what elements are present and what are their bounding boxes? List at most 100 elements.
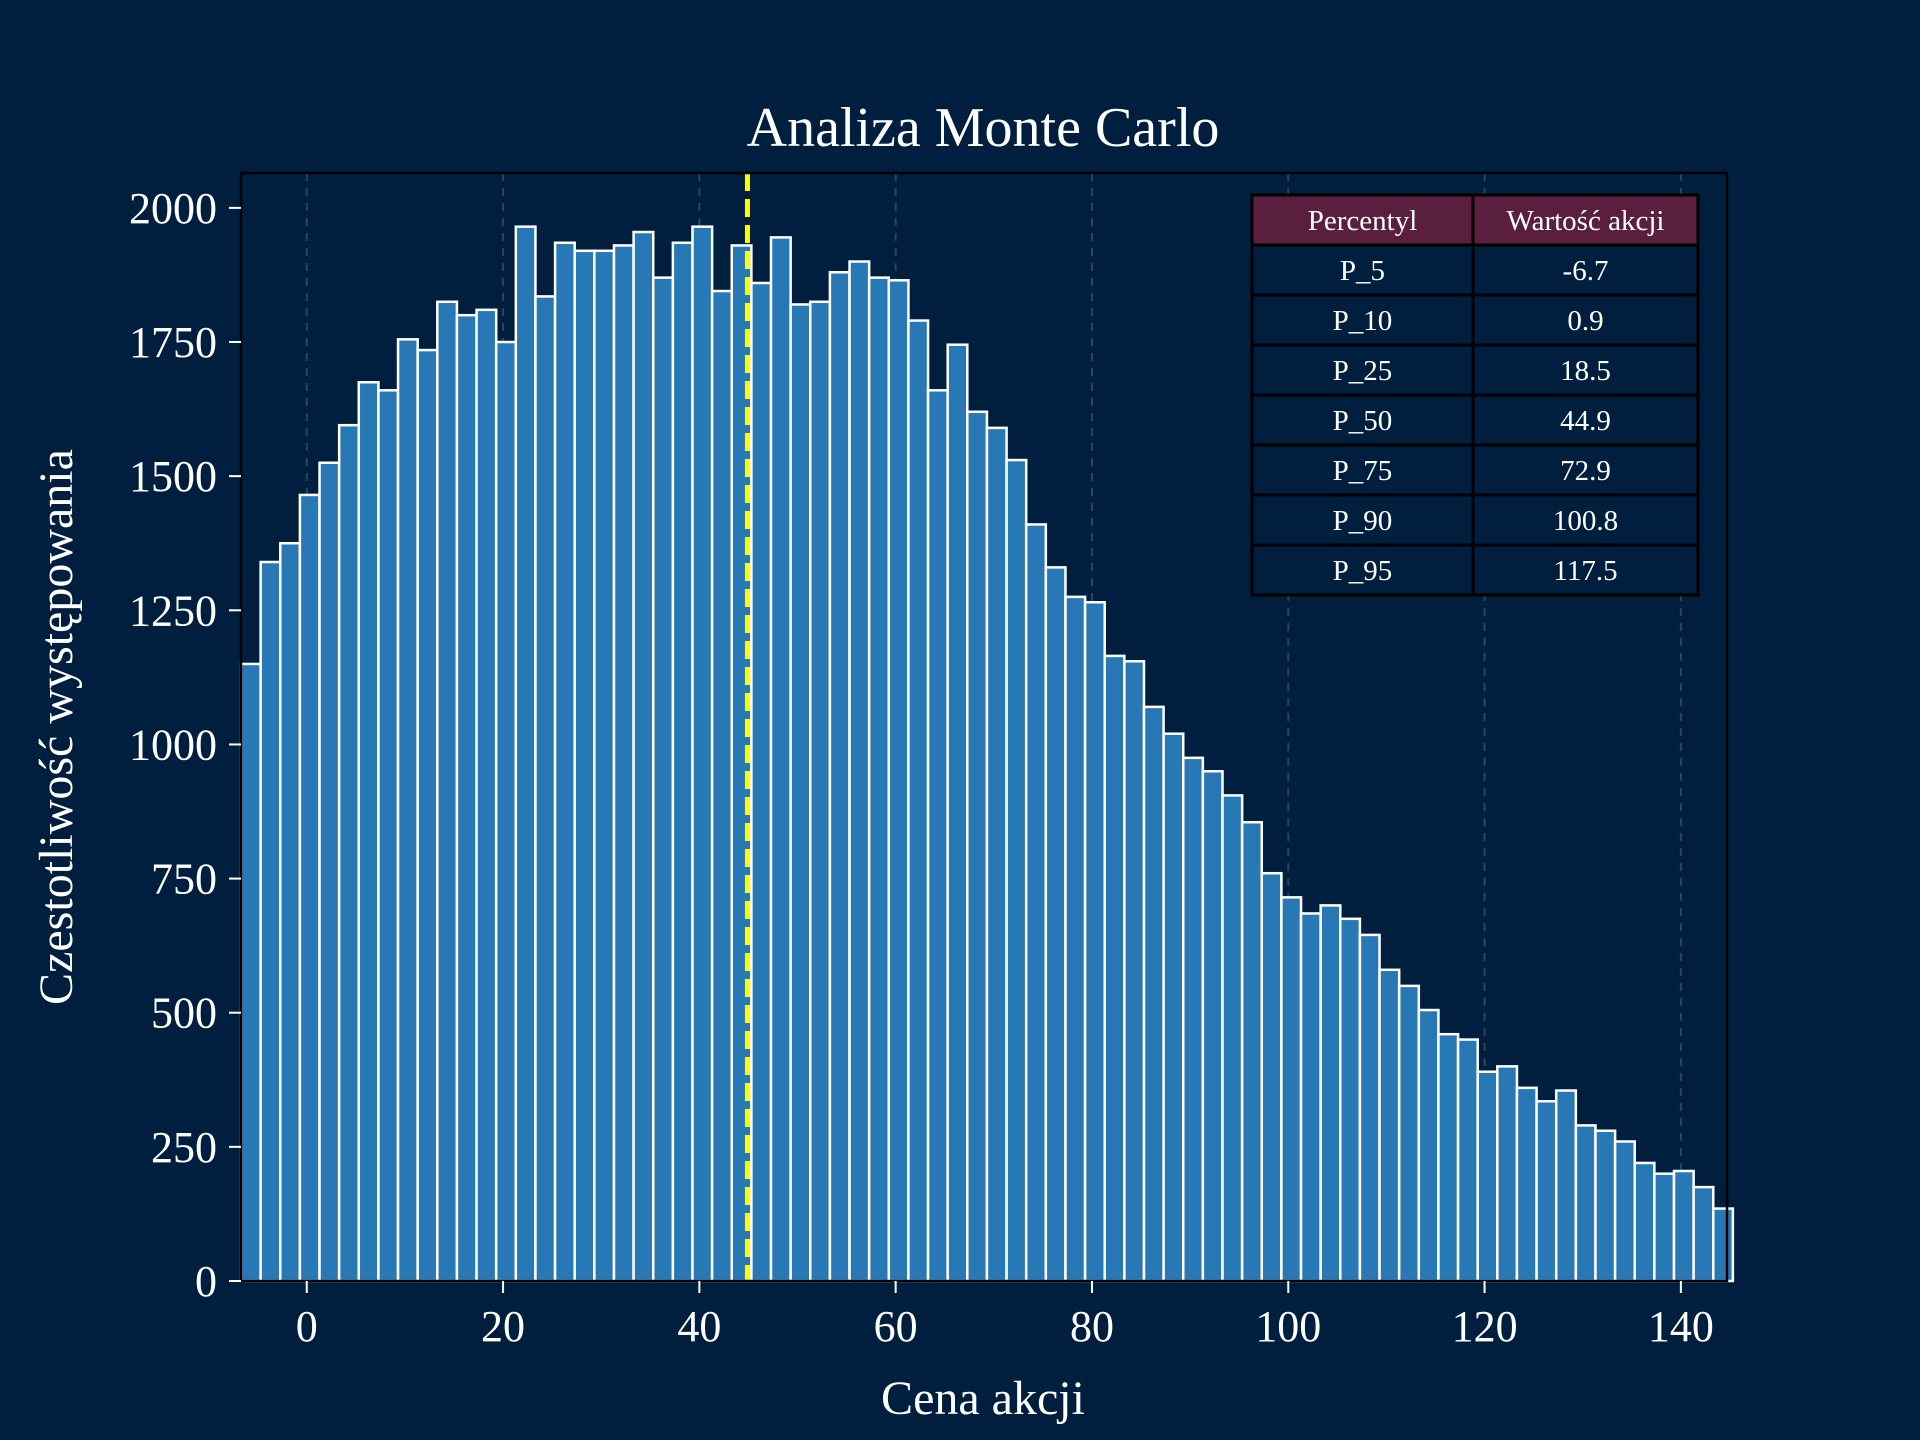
- table-cell-text-3-0: P_25: [1333, 355, 1393, 387]
- histogram-bar-55: [1319, 904, 1342, 1283]
- table-cell-text-5-0: P_75: [1333, 455, 1393, 487]
- table-cell-6-0: [1250, 493, 1475, 547]
- histogram-bar-47: [1162, 732, 1185, 1283]
- table-cell-text-1-1: -6.7: [1563, 255, 1609, 287]
- histogram-bar-29: [809, 300, 832, 1283]
- y-tick-label-6: 1500: [129, 452, 217, 501]
- histogram-bar-1: [259, 560, 282, 1283]
- table-cell-text-4-0: P_50: [1333, 405, 1393, 437]
- histogram-bar-35: [926, 389, 949, 1283]
- chart-title: Analiza Monte Carlo: [747, 97, 1220, 159]
- x-tick-label-4: 80: [1070, 1302, 1114, 1351]
- histogram-bar-20: [632, 230, 655, 1283]
- x-tick-label-2: 40: [677, 1302, 721, 1351]
- x-tick-label-0: 0: [296, 1302, 318, 1351]
- table-cell-5-0: [1250, 443, 1475, 497]
- histogram-bar-43: [1083, 600, 1106, 1283]
- histogram-bar-73: [1672, 1169, 1695, 1283]
- histogram-bar-46: [1142, 705, 1165, 1283]
- histogram-bar-10: [436, 300, 459, 1283]
- histogram-bar-19: [612, 244, 635, 1283]
- histogram-bar-4: [318, 461, 341, 1283]
- histogram-bar-27: [769, 236, 792, 1283]
- table-cell-text-5-1: 72.9: [1560, 455, 1611, 487]
- histogram-bar-42: [1064, 595, 1087, 1283]
- histogram-bar-36: [946, 343, 969, 1283]
- y-axis-label: Czestotliwość występowania: [30, 449, 83, 1005]
- histogram-bar-41: [1044, 566, 1067, 1283]
- histogram-bar-68: [1574, 1124, 1597, 1283]
- histogram-bar-71: [1633, 1161, 1656, 1283]
- table-cell-text-6-1: 100.8: [1553, 505, 1618, 537]
- histogram-bar-3: [298, 493, 321, 1283]
- x-axis-ticks: 0 20 40 60 80 100 120 140: [296, 1281, 1714, 1351]
- histogram-bar-14: [514, 225, 537, 1283]
- table-cell-text-2-0: P_10: [1333, 305, 1393, 337]
- x-tick-label-5: 100: [1255, 1302, 1321, 1351]
- table-cell-4-1: [1471, 393, 1700, 447]
- histogram-bar-66: [1535, 1100, 1558, 1283]
- y-tick-label-1: 250: [151, 1123, 217, 1172]
- histogram-bar-24: [710, 289, 734, 1283]
- table-cell-text-6-0: P_90: [1333, 505, 1393, 537]
- histogram-bar-70: [1613, 1140, 1636, 1283]
- histogram-bar-32: [867, 276, 891, 1283]
- histogram-bars: [239, 225, 1735, 1283]
- histogram-bar-26: [750, 281, 773, 1283]
- histogram-bar-54: [1299, 912, 1322, 1283]
- histogram-bar-18: [593, 249, 616, 1283]
- histogram-bar-60: [1417, 1008, 1440, 1283]
- histogram-bar-53: [1280, 896, 1303, 1283]
- histogram-bar-33: [887, 279, 910, 1283]
- histogram-bar-74: [1692, 1185, 1715, 1283]
- x-tick-label-3: 60: [874, 1302, 918, 1351]
- histogram-bar-17: [573, 249, 596, 1283]
- histogram-bar-34: [907, 319, 930, 1283]
- table-cell-text-3-1: 18.5: [1560, 355, 1611, 387]
- table-cell-text-2-1: 0.9: [1567, 305, 1603, 337]
- y-tick-label-2: 500: [151, 989, 217, 1038]
- table-cell-7-1: [1471, 543, 1700, 597]
- histogram-bar-65: [1515, 1086, 1538, 1283]
- y-axis-ticks: 0 250 500 750 1000 1250 1500 1750 2000: [129, 184, 241, 1306]
- histogram-bar-11: [455, 313, 478, 1283]
- table-header-cell-1: [1471, 193, 1700, 247]
- x-tick-label-7: 140: [1648, 1302, 1714, 1351]
- table-cell-text-7-0: P_95: [1333, 555, 1393, 587]
- y-tick-label-4: 1000: [129, 720, 217, 769]
- histogram-bar-13: [494, 340, 518, 1283]
- plot-frame: [239, 171, 1729, 1283]
- histogram-bar-49: [1201, 770, 1224, 1283]
- histogram-bar-12: [475, 308, 498, 1283]
- histogram-bar-31: [848, 260, 871, 1283]
- histogram-bar-48: [1181, 756, 1205, 1283]
- histogram-bar-7: [377, 389, 400, 1283]
- y-tick-label-0: 0: [195, 1257, 217, 1306]
- histogram-bar-64: [1496, 1065, 1519, 1283]
- histogram-bar-8: [396, 338, 419, 1283]
- histogram-bar-61: [1437, 1032, 1460, 1283]
- table-cell-text-1-0: P_5: [1340, 255, 1385, 287]
- histogram-bar-37: [966, 410, 989, 1283]
- histogram-bar-62: [1456, 1038, 1479, 1283]
- histogram-bar-15: [534, 295, 557, 1283]
- histogram-bar-16: [553, 241, 576, 1283]
- histogram-bar-22: [671, 241, 694, 1283]
- table-cell-3-0: [1250, 343, 1475, 397]
- x-axis-label: Cena akcji: [881, 1372, 1085, 1425]
- histogram-bar-57: [1358, 933, 1381, 1283]
- histogram-bar-2: [279, 541, 302, 1283]
- histogram-bar-67: [1554, 1089, 1578, 1283]
- histogram-bar-44: [1103, 654, 1126, 1283]
- histogram-bar-40: [1024, 523, 1048, 1283]
- histogram-bar-38: [985, 426, 1008, 1283]
- table-cell-text-4-1: 44.9: [1560, 405, 1611, 437]
- percentile-table: Percentyl Wartość akcji P_5 -6.7 P_10 0.9 P_25…: [1250, 193, 1700, 597]
- histogram-bar-75: [1712, 1207, 1735, 1283]
- histogram-bar-30: [828, 271, 851, 1283]
- histogram-bar-51: [1240, 820, 1264, 1283]
- table-cell-text-7-1: 117.5: [1553, 555, 1617, 587]
- histogram-bar-28: [789, 303, 812, 1283]
- y-tick-label-5: 1250: [129, 586, 217, 635]
